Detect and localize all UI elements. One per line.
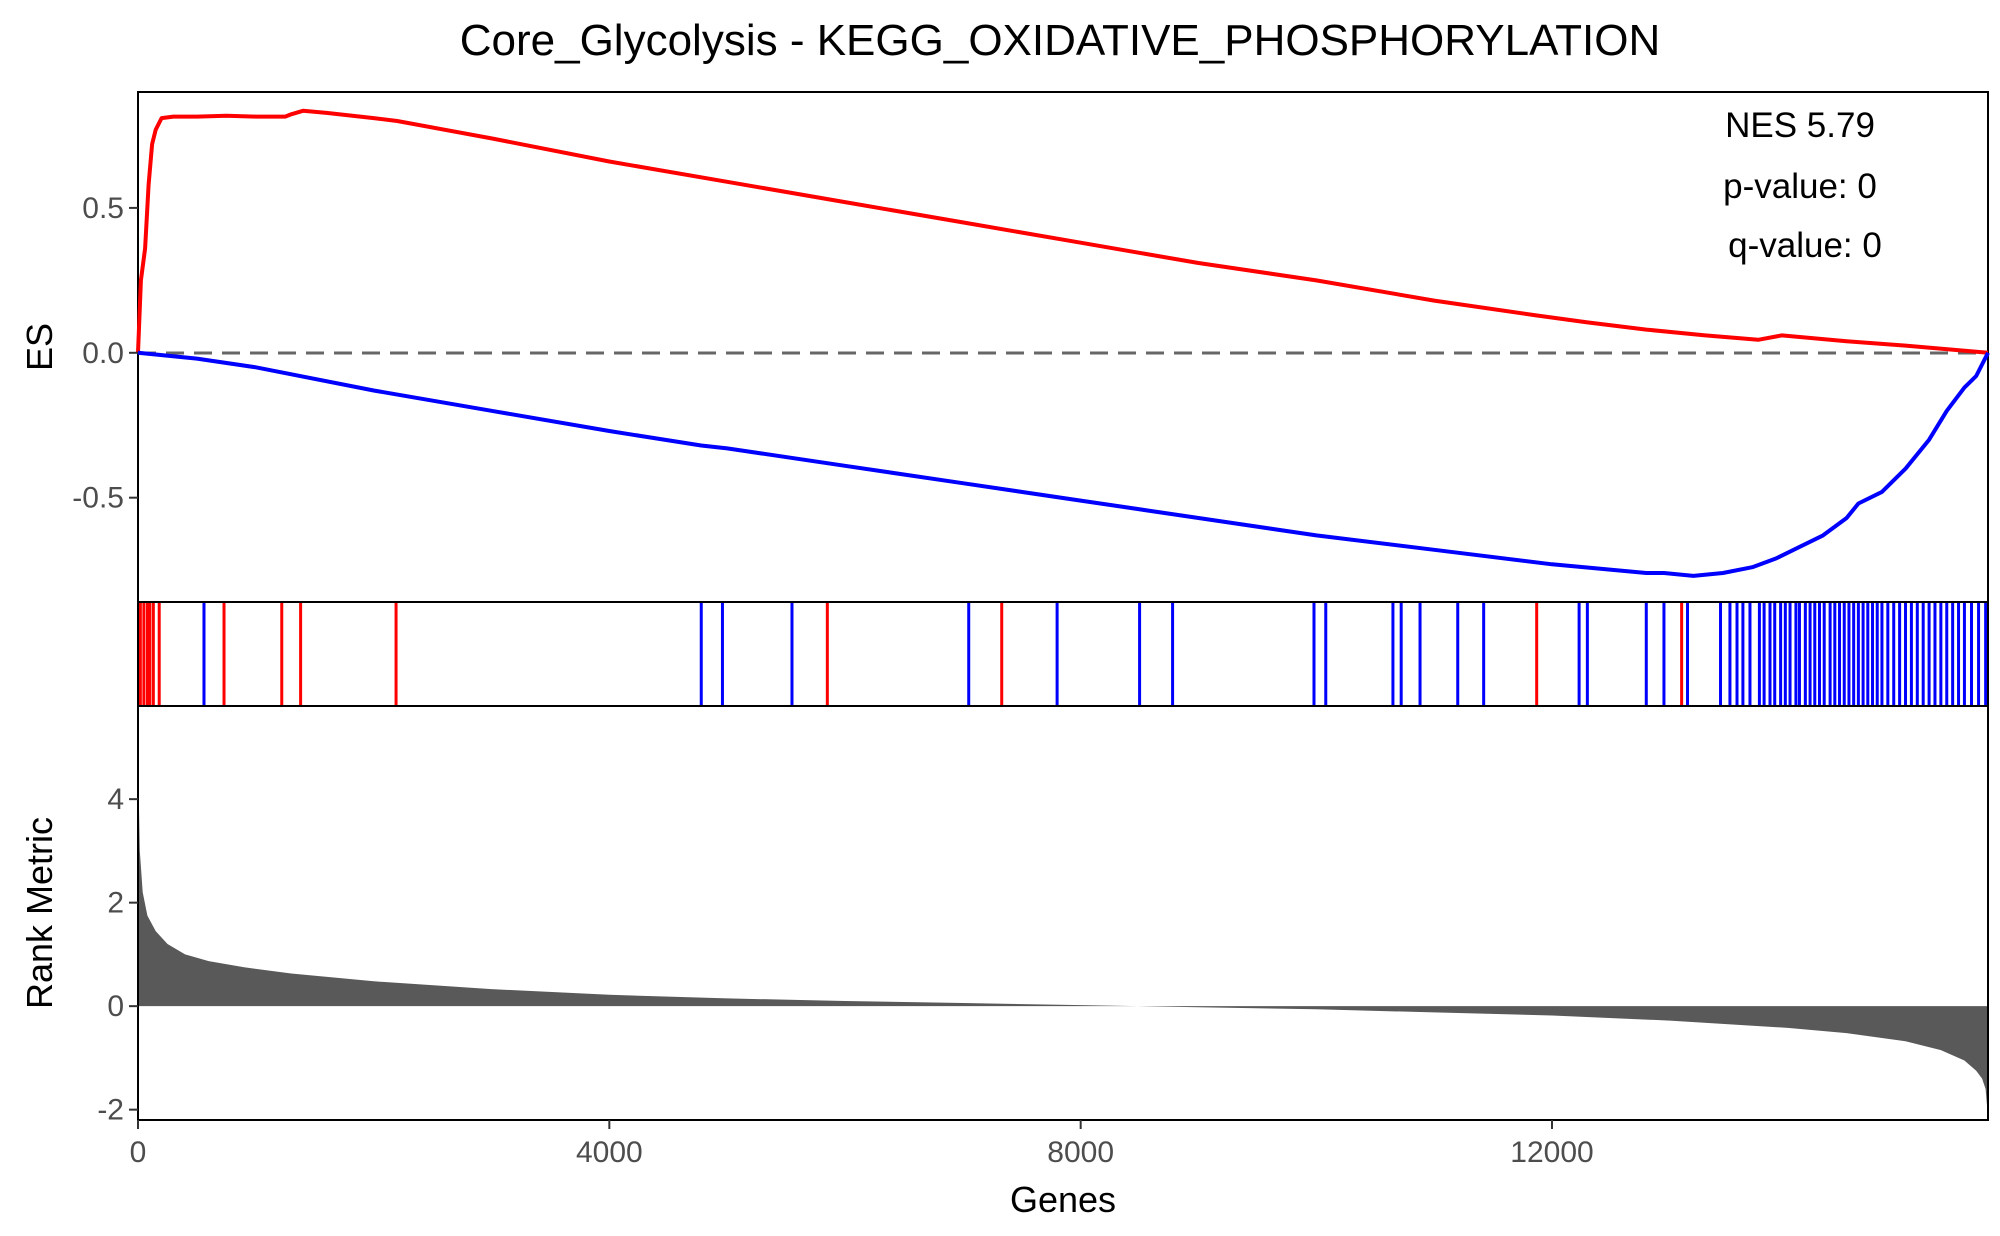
x-tick-label: 8000 [1047,1136,1114,1169]
rank-y-tick-label: 2 [107,887,124,920]
es-series-line-1 [137,350,1990,578]
es-panel: 0.5 0.0 -0.5 ES NES 5.79 p-value: 0 q-valu… [19,91,1990,603]
chart-title: Core_Glycolysis - KEGG_OXIDATIVE_PHOSPHO… [460,16,1661,65]
es-series-line-0 [136,108,1989,355]
x-tick-label: 0 [130,1136,147,1169]
es-y-tick-label: 0.0 [82,337,124,370]
rank-metric-area [138,721,1988,1118]
q-value-annotation: q-value: 0 [1728,226,1882,265]
x-axis-label: Genes [1010,1179,1116,1220]
es-panel-frame [137,91,1989,603]
es-y-axis-label: ES [19,323,60,371]
nes-annotation: NES 5.79 [1725,106,1875,145]
rank-panel-frame [137,705,1989,1121]
es-y-axis: 0.5 0.0 -0.5 [72,192,138,515]
rank-panel: 420-2 0 4000 8000 12000 Rank Metric Genes [19,705,1989,1220]
x-tick-label: 12000 [1510,1136,1593,1169]
x-tick-label: 4000 [576,1136,643,1169]
hits-panel [137,601,1989,707]
hits-panel-frame [137,601,1989,707]
rank-y-tick-label: -2 [97,1094,124,1127]
rank-y-tick-label: 4 [107,783,124,816]
rank-y-axis-label: Rank Metric [19,817,60,1009]
rank-y-tick-label: 0 [107,990,124,1023]
rank-y-axis: 4 2 0 -2 [97,783,138,1127]
es-lines [136,108,1990,578]
es-y-tick-label: -0.5 [72,482,124,515]
es-y-tick-label: 0.5 [82,192,124,225]
hit-lines [138,602,1988,706]
x-axis: 0 4000 8000 12000 [130,1120,1594,1169]
p-value-annotation: p-value: 0 [1723,167,1877,206]
